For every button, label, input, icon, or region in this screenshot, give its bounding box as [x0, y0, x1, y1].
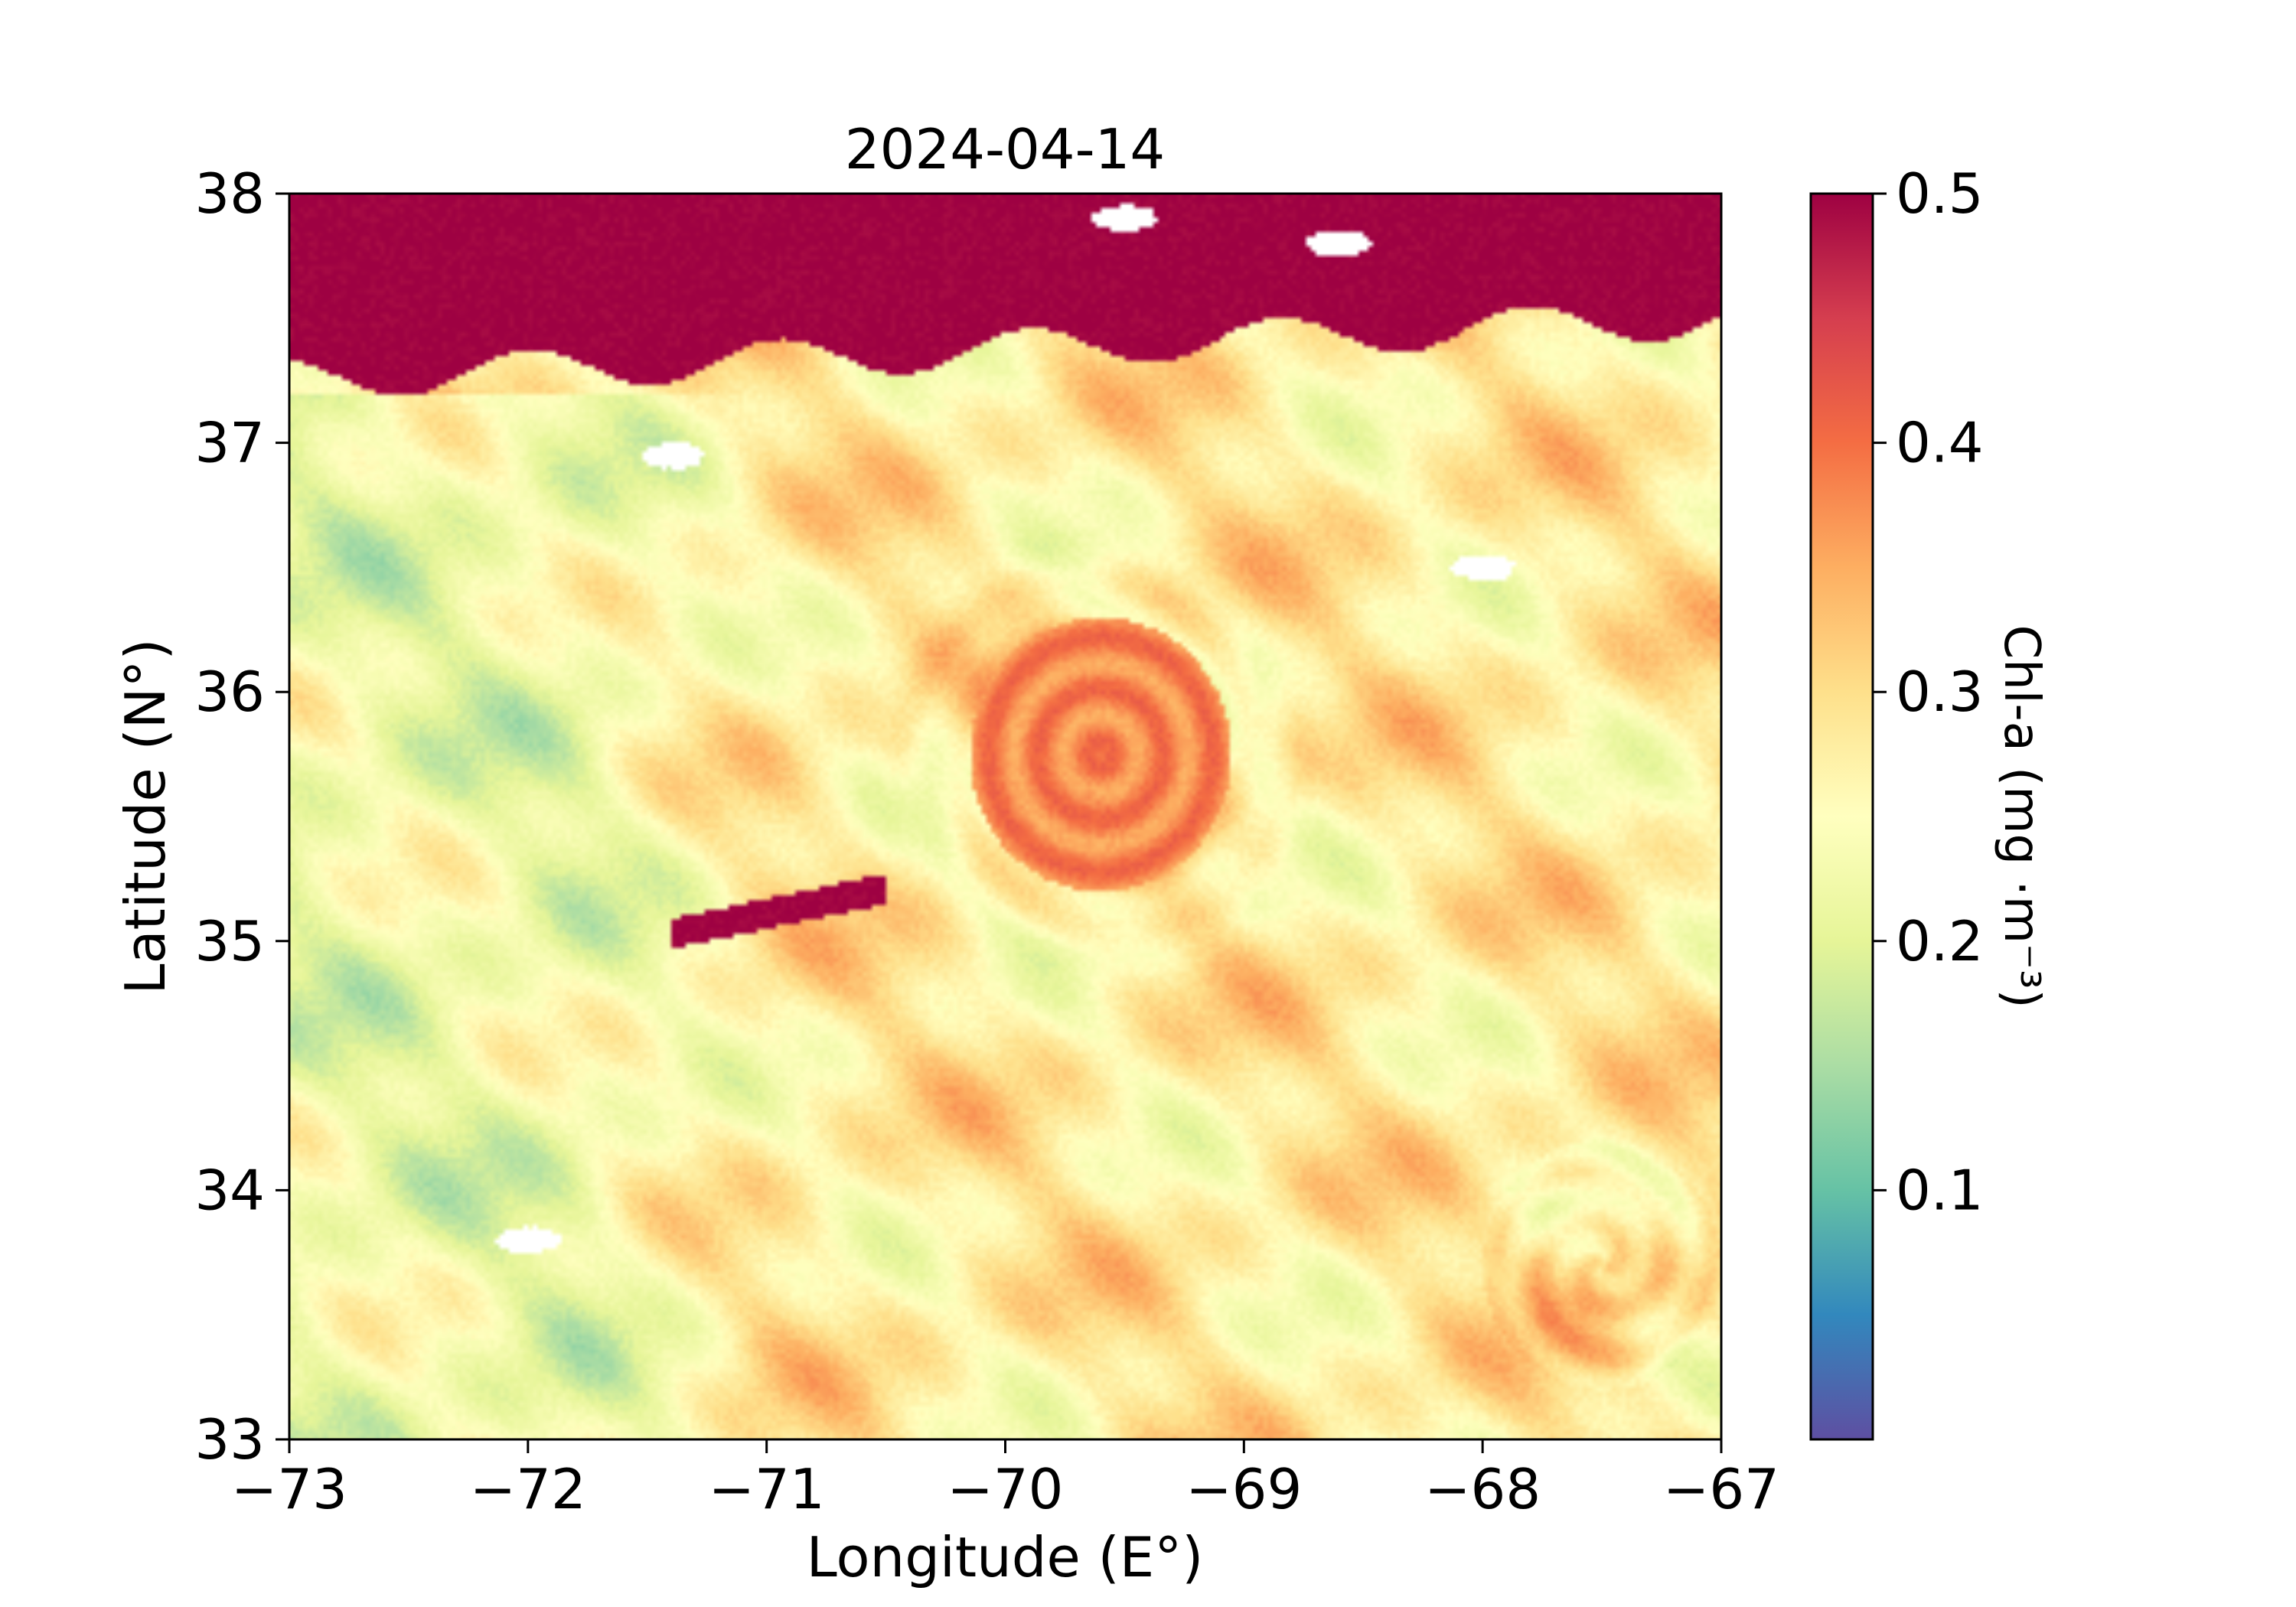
colorbar-tick-label: 0.5 [1896, 161, 1984, 226]
y-axis-label: Latitude (N°) [113, 638, 178, 994]
chlorophyll-heatmap [289, 194, 1721, 1439]
y-tick-label: 38 [194, 161, 265, 226]
y-tick-label: 34 [194, 1158, 265, 1222]
colorbar-tick-label: 0.3 [1896, 660, 1984, 724]
x-tick-label: −71 [709, 1457, 825, 1521]
y-tick-label: 35 [194, 909, 265, 973]
x-tick-label: −68 [1424, 1457, 1541, 1521]
colorbar-frame [1809, 192, 1874, 1441]
x-axis-label: Longitude (E°) [807, 1525, 1204, 1589]
heatmap-plot-area [289, 194, 1721, 1439]
x-tick-label: −69 [1186, 1457, 1302, 1521]
x-axis: −73 −72 −71 −70 −69 −68 −67 [231, 1439, 1779, 1521]
colorbar [1811, 194, 1873, 1439]
y-axis: 33 34 35 36 37 38 [194, 161, 289, 1472]
x-tick-label: −70 [947, 1457, 1064, 1521]
x-tick-label: −72 [470, 1457, 586, 1521]
x-tick-label: −73 [231, 1457, 347, 1521]
x-tick-label: −67 [1663, 1457, 1779, 1521]
colorbar-tick-label: 0.4 [1896, 411, 1984, 475]
y-tick-label: 33 [194, 1407, 265, 1472]
colorbar-tick-label: 0.1 [1896, 1158, 1984, 1222]
colorbar-ticks: 0.1 0.2 0.3 0.4 0.5 [1873, 161, 1984, 1222]
y-tick-label: 37 [194, 411, 265, 475]
colorbar-tick-label: 0.2 [1896, 909, 1984, 973]
y-tick-label: 36 [194, 660, 265, 724]
colorbar-label: Chl-a (mg ·m⁻³) [1993, 624, 2050, 1008]
chart-title: 2024-04-14 [845, 117, 1165, 181]
